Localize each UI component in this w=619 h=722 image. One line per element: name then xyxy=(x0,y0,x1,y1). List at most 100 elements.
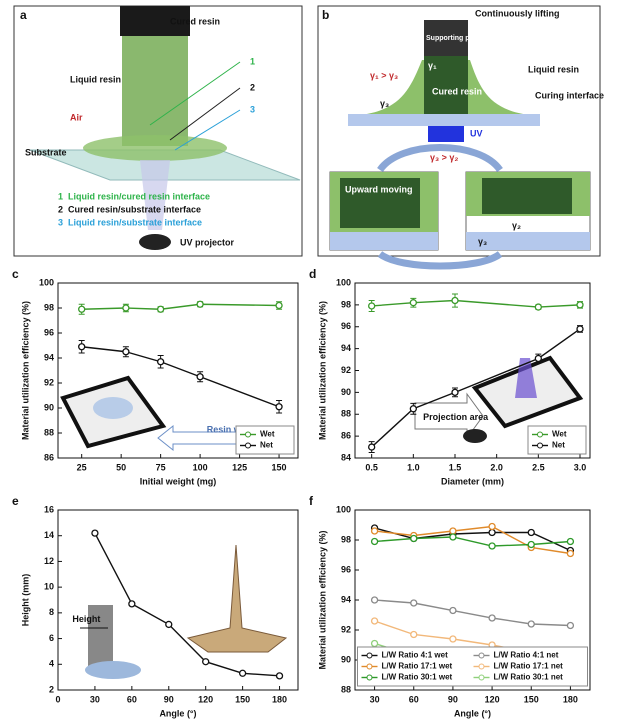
y-tick-label: 90 xyxy=(44,402,54,412)
marker: 1 xyxy=(250,56,255,66)
label: Air xyxy=(70,112,83,122)
y-tick-label: 98 xyxy=(341,534,351,544)
y-tick-label: 6 xyxy=(49,633,54,643)
inset-projector xyxy=(463,429,487,443)
label: UV projector xyxy=(180,237,235,247)
legend-label: Wet xyxy=(260,430,275,439)
data-point xyxy=(449,635,457,643)
data-point xyxy=(156,305,165,313)
legend-marker xyxy=(366,652,373,659)
x-tick-label: 60 xyxy=(127,694,137,704)
data-point xyxy=(451,388,459,397)
annotation-arrow xyxy=(414,392,484,440)
y-tick-label: 12 xyxy=(44,556,54,566)
y-tick-label: 2 xyxy=(49,684,54,694)
legend-label: Wet xyxy=(552,430,567,439)
label: γ₃ xyxy=(478,236,487,246)
panel-label: b xyxy=(322,8,329,22)
y-tick-label: 86 xyxy=(44,452,54,462)
inset-pillar xyxy=(88,605,113,670)
cured-right xyxy=(482,178,572,214)
y-tick-label: 16 xyxy=(44,504,54,514)
data-point xyxy=(566,549,575,558)
panel-label: e xyxy=(12,494,19,508)
data-point xyxy=(275,403,283,411)
y-tick-label: 90 xyxy=(341,654,351,664)
data-point xyxy=(78,343,86,351)
x-tick-label: 30 xyxy=(90,694,100,704)
legend-marker xyxy=(245,442,251,449)
x-axis-label: Initial weight (mg) xyxy=(140,476,217,486)
window-left xyxy=(330,232,438,250)
inset-spike xyxy=(186,544,288,653)
x-tick-label: 1.5 xyxy=(449,462,462,472)
data-point xyxy=(410,630,418,639)
label: γ₁ > γ₃ xyxy=(370,70,398,80)
data-point xyxy=(156,358,165,366)
cycle-arrow xyxy=(377,144,503,173)
data-point xyxy=(370,527,379,535)
x-tick-label: 25 xyxy=(77,462,87,472)
cured-resin-shape xyxy=(424,56,468,114)
y-axis-label: Height (mm) xyxy=(20,574,30,627)
data-point xyxy=(576,301,584,309)
plot-frame xyxy=(57,282,299,459)
label: Upward moving xyxy=(345,184,413,194)
y-axis-label: Material utilization efficiency (%) xyxy=(317,530,327,669)
y-tick-label: 94 xyxy=(341,343,351,353)
series-line xyxy=(94,532,280,677)
legend-marker xyxy=(537,431,543,438)
data-point xyxy=(527,528,535,537)
data-point xyxy=(449,533,457,541)
leader xyxy=(169,87,241,141)
x-tick-label: 50 xyxy=(116,462,126,472)
y-tick-label: 100 xyxy=(336,504,351,514)
series-line xyxy=(374,599,571,627)
data-point xyxy=(410,599,418,607)
x-tick-label: 120 xyxy=(198,694,213,704)
panel-label: d xyxy=(309,267,316,281)
panel-label: c xyxy=(12,267,19,281)
x-tick-label: 150 xyxy=(524,694,539,704)
y-tick-label: 84 xyxy=(341,452,351,462)
label: γ₁ xyxy=(428,60,437,70)
data-point xyxy=(566,537,575,546)
legend-label: L/W Ratio 4:1 wet xyxy=(382,651,449,660)
y-tick-label: 92 xyxy=(44,377,54,387)
y-tick-label: 96 xyxy=(341,564,351,574)
supporting-plate xyxy=(424,20,468,56)
legend-marker xyxy=(478,663,485,670)
cured-left xyxy=(340,178,420,228)
marker: 3 xyxy=(250,104,255,114)
data-point xyxy=(488,522,496,531)
data-point xyxy=(78,305,86,313)
legend-marker xyxy=(366,663,373,670)
data-point xyxy=(370,596,379,604)
data-point xyxy=(370,537,379,546)
series-line xyxy=(374,525,571,555)
label: Curing interface xyxy=(535,90,604,100)
data-point xyxy=(527,620,535,628)
y-tick-label: 98 xyxy=(341,299,351,309)
x-tick-label: 125 xyxy=(232,462,247,472)
x-tick-label: 3.0 xyxy=(574,462,587,472)
data-point xyxy=(488,542,496,550)
data-point xyxy=(122,304,130,312)
y-tick-label: 92 xyxy=(341,365,351,375)
label: γ₃ xyxy=(380,98,389,108)
label: γ₃ > γ₂ xyxy=(430,152,458,162)
legend-label: L/W Ratio 4:1 net xyxy=(494,651,559,660)
label: Supporting plate xyxy=(426,35,482,42)
data-point xyxy=(488,614,496,622)
plot-frame xyxy=(57,509,299,691)
label: Cured resin xyxy=(170,16,220,26)
legend-marker xyxy=(478,652,485,659)
y-tick-label: 86 xyxy=(341,431,351,441)
x-tick-label: 180 xyxy=(272,694,287,704)
legend-box xyxy=(527,425,587,455)
data-point xyxy=(534,354,542,363)
data-point xyxy=(534,303,542,311)
inset-drop xyxy=(93,397,133,419)
legend-marker xyxy=(366,674,373,681)
